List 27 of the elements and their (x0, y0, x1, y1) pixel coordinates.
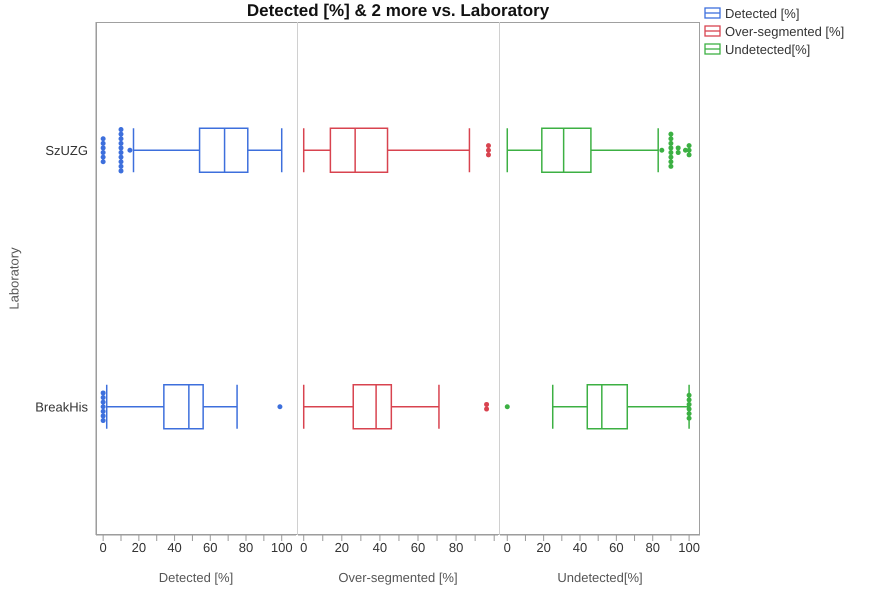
x-tick-label: 0 (300, 540, 308, 556)
y-tick-label: SzUZG (45, 142, 88, 158)
y-axis-title: Laboratory (6, 246, 22, 310)
x-tick-label: 60 (609, 540, 624, 556)
x-tick-label: 40 (572, 540, 588, 556)
text: Detected [%] & 2 more vs. Laboratory (246, 1, 550, 21)
x-tick-label: 60 (203, 540, 218, 556)
x-tick-label: 60 (410, 540, 426, 556)
x-tick-label: 20 (334, 540, 350, 556)
x-axis-title: Undetected[%] (557, 570, 643, 585)
x-tick-label: 100 (678, 540, 700, 556)
legend-label: Over-segmented [%] (725, 24, 844, 38)
y-tick-label: BreakHis (35, 399, 88, 414)
x-tick-label: 0 (100, 540, 107, 556)
x-tick-label: 100 (270, 540, 293, 556)
x-tick-label: 40 (167, 540, 182, 556)
x-tick-label: 20 (536, 540, 551, 556)
x-axis-title: Detected [%] (158, 570, 234, 585)
x-tick-label: 80 (448, 540, 464, 556)
x-tick-label: 80 (645, 540, 660, 556)
legend-label: Undetected[%] (725, 42, 810, 56)
x-tick-label: 20 (132, 540, 146, 556)
x-axis-title: Over-segmented [%] (338, 570, 458, 585)
legend-label: Detected [%] (725, 6, 800, 20)
x-tick-label: 0 (504, 540, 511, 556)
x-tick-label: 80 (238, 540, 254, 556)
x-tick-label: 40 (372, 540, 388, 556)
